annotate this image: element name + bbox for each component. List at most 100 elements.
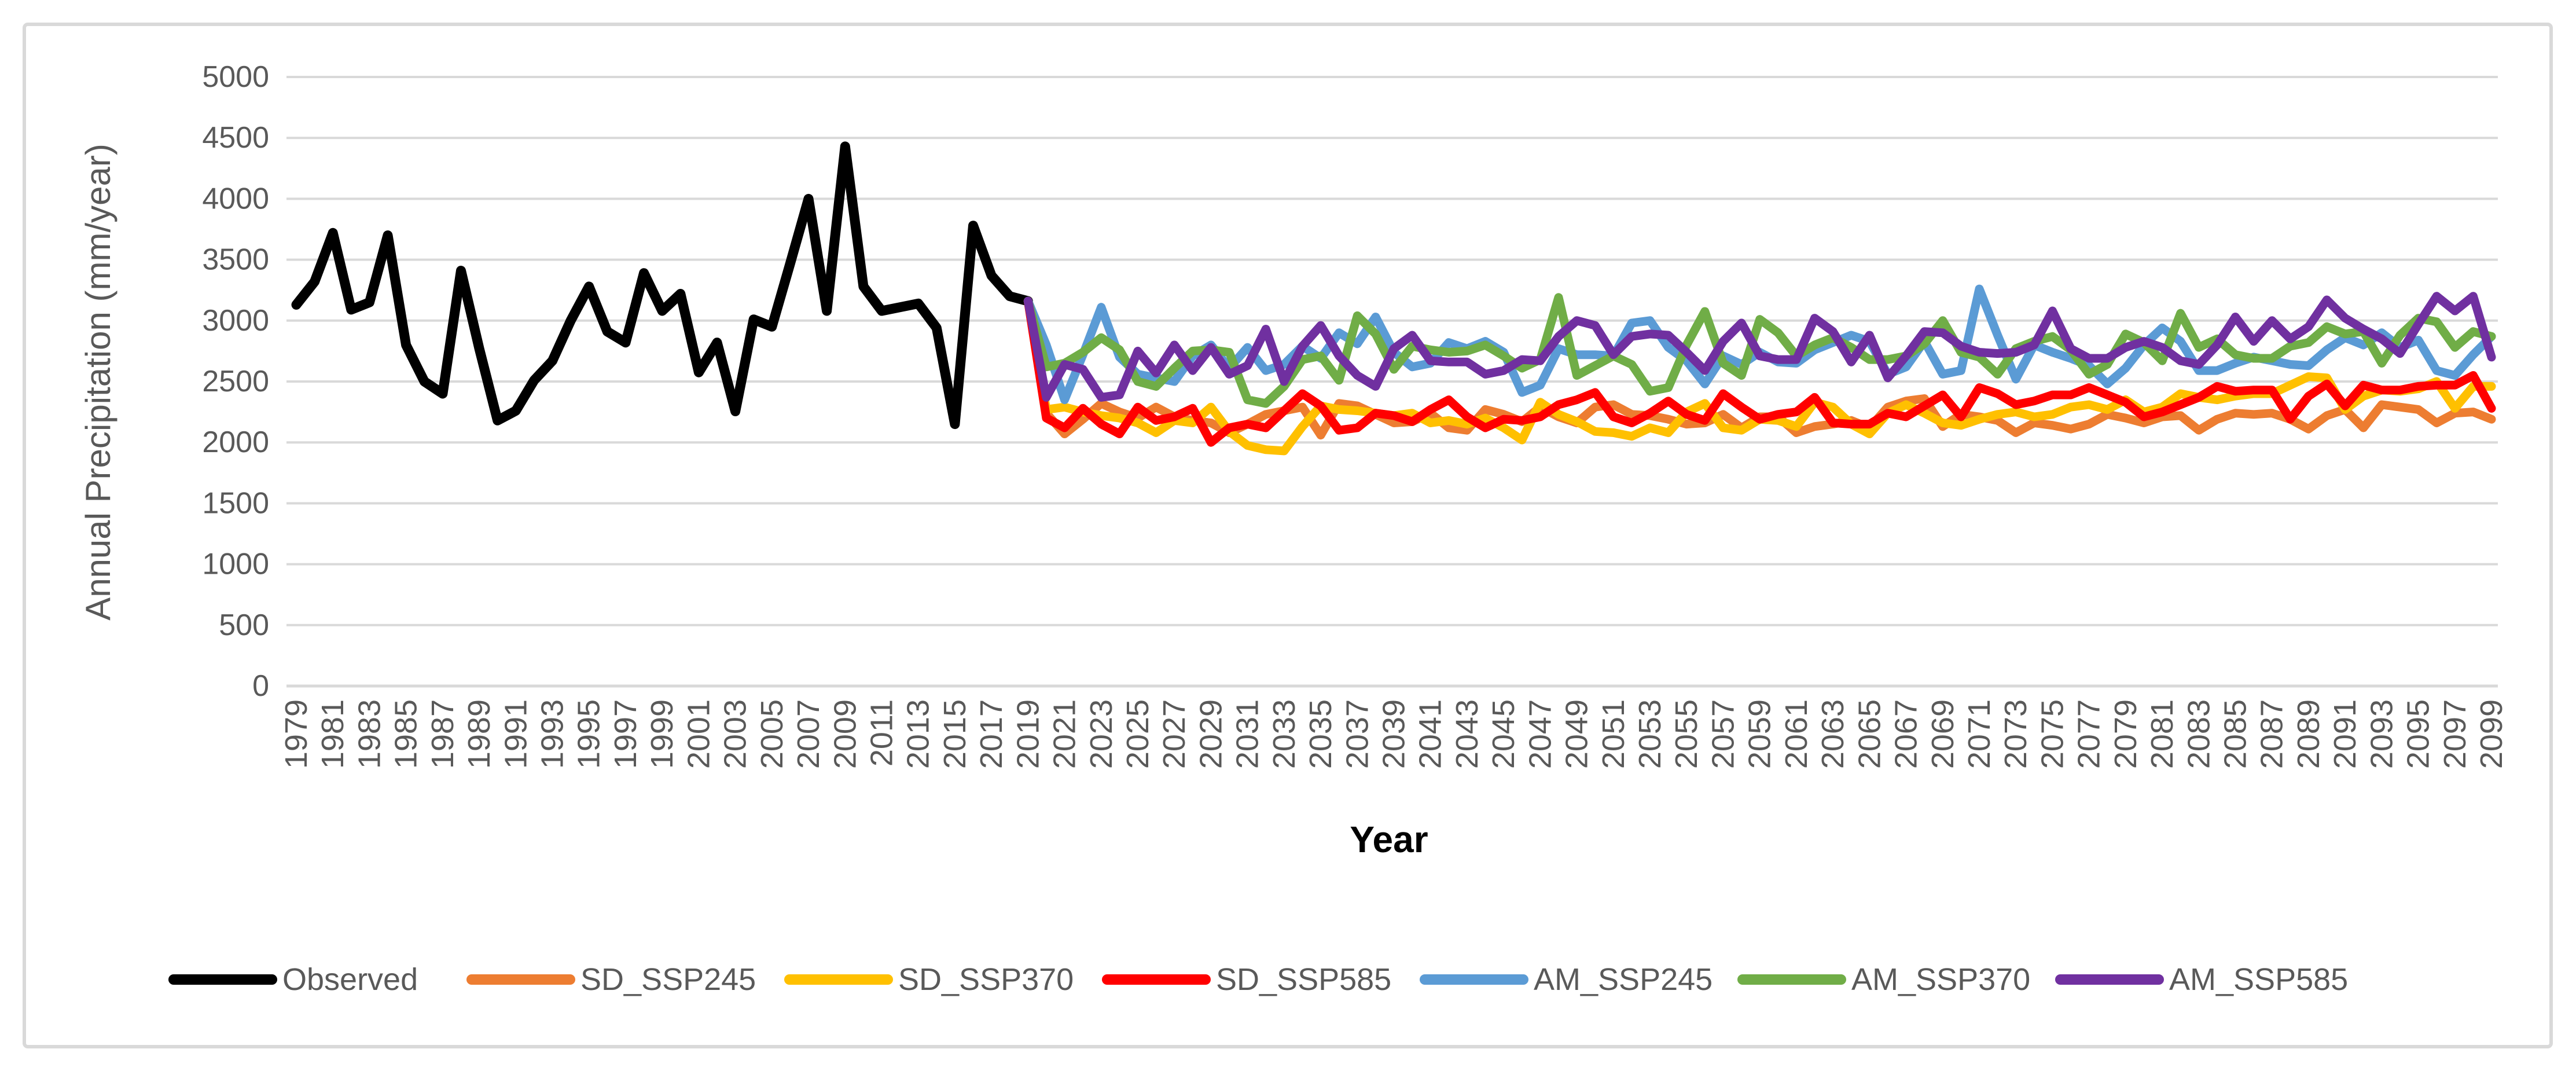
x-tick-label: 1997 (608, 699, 643, 769)
x-tick-label: 1983 (352, 699, 387, 769)
y-tick-label: 3500 (202, 243, 269, 277)
legend: Observed SD_SSP245 SD_SSP370 SD_SSP585 AM_SS… (168, 962, 2348, 997)
legend-item-observed: Observed (168, 962, 418, 997)
x-tick-label: 2099 (2474, 699, 2509, 769)
legend-item-sd_ssp245: SD_SSP245 (466, 962, 756, 997)
x-tick-label: 1989 (462, 699, 497, 769)
x-tick-label: 2057 (1706, 699, 1740, 769)
x-tick-label: 2017 (974, 699, 1009, 769)
x-tick-label: 2083 (2181, 699, 2216, 769)
x-tick-label: 2031 (1230, 699, 1265, 769)
x-tick-label: 2067 (1889, 699, 1924, 769)
legend-label: SD_SSP245 (580, 962, 756, 997)
x-tick-label: 2029 (1193, 699, 1228, 769)
chart-border (23, 23, 2553, 1048)
x-tick-label: 2039 (1377, 699, 1412, 769)
legend-label: AM_SSP585 (2169, 962, 2348, 997)
series-line-am_ssp585 (1023, 292, 2496, 402)
x-tick-label: 2025 (1120, 699, 1155, 769)
legend-item-sd_ssp585: SD_SSP585 (1102, 962, 1391, 997)
x-tick-label: 2011 (864, 699, 899, 766)
y-tick-label: 5000 (202, 60, 269, 94)
x-tick-label: 2051 (1596, 699, 1631, 769)
x-tick-label: 2077 (2072, 699, 2107, 769)
y-tick-label: 0 (252, 669, 269, 703)
y-tick-label: 2000 (202, 426, 269, 459)
x-tick-label: 1991 (498, 699, 533, 769)
x-tick-label: 1995 (572, 699, 607, 769)
y-tick-label: 4000 (202, 182, 269, 215)
x-tick-label: 2035 (1303, 699, 1338, 769)
y-tick-label: 4500 (202, 121, 269, 155)
x-tick-label: 2063 (1816, 699, 1850, 769)
x-tick-label: 2089 (2291, 699, 2326, 769)
legend-label: SD_SSP585 (1216, 962, 1391, 997)
y-tick-label-group: 0 500 1000 1500 2000 2500 3000 3500 4000 4500 5000 (202, 60, 269, 703)
x-tick-label: 2045 (1486, 699, 1521, 769)
x-tick-label: 2023 (1084, 699, 1119, 769)
x-tick-label: 2033 (1267, 699, 1302, 769)
x-tick-label: 2065 (1852, 699, 1887, 769)
x-tick-label: 2009 (828, 699, 862, 769)
series-line-observed (291, 141, 1033, 430)
series-line-sd_ssp585 (1023, 296, 2496, 447)
x-tick-label: 2013 (901, 699, 936, 769)
legend-item-sd_ssp370: SD_SSP370 (784, 962, 1074, 997)
x-tick-label: 2095 (2401, 699, 2436, 769)
x-tick-label: 2055 (1669, 699, 1704, 769)
x-tick-label: 2079 (2108, 699, 2143, 769)
x-tick-label: 2093 (2364, 699, 2399, 769)
legend-label: SD_SSP370 (898, 962, 1074, 997)
x-tick-label: 1979 (279, 699, 314, 769)
y-tick-label: 500 (219, 608, 269, 642)
x-tick-label: 1993 (535, 699, 570, 769)
series-line-am_ssp370 (1023, 293, 2496, 408)
x-tick-label: 2091 (2328, 699, 2362, 769)
x-tick-label: 2041 (1413, 699, 1448, 769)
x-tick-label: 2085 (2218, 699, 2252, 769)
x-tick-label: 2003 (718, 699, 753, 769)
x-tick-label: 2059 (1743, 699, 1777, 769)
legend-label: AM_SSP370 (1851, 962, 2030, 997)
x-tick-label: 1987 (425, 699, 460, 769)
series-group (291, 141, 2496, 456)
x-tick-label: 2001 (681, 699, 716, 769)
y-axis-title: Annual Precipitation (mm/year) (79, 144, 117, 621)
x-tick-label: 2081 (2145, 699, 2180, 769)
x-tick-label: 2027 (1157, 699, 1192, 769)
x-tick-label-group: 1979 1981 1983 1985 1987 1989 1991 1993 1995 1997… (279, 699, 2509, 769)
x-tick-label: 2043 (1450, 699, 1484, 769)
legend-label: AM_SSP245 (1534, 962, 1713, 997)
y-tick-label: 3000 (202, 304, 269, 338)
x-tick-label: 2021 (1048, 699, 1082, 769)
y-tick-label: 2500 (202, 365, 269, 398)
x-tick-label: 2061 (1779, 699, 1814, 769)
x-tick-label: 2071 (1962, 699, 1997, 769)
legend-item-am_ssp370: AM_SSP370 (1737, 962, 2030, 997)
x-tick-label: 1981 (315, 699, 350, 769)
x-tick-label: 2087 (2255, 699, 2290, 769)
x-tick-label: 2015 (938, 699, 972, 769)
legend-label: Observed (282, 962, 418, 997)
x-tick-label: 1985 (389, 699, 424, 769)
x-tick-label: 2007 (791, 699, 826, 769)
x-tick-label: 2037 (1340, 699, 1375, 769)
x-axis-title: Year (1350, 819, 1428, 860)
x-tick-label: 2053 (1633, 699, 1667, 769)
x-tick-label: 2047 (1523, 699, 1557, 769)
y-tick-label: 1000 (202, 548, 269, 581)
x-tick-label: 1999 (645, 699, 679, 769)
legend-item-am_ssp585: AM_SSP585 (2055, 962, 2348, 997)
y-tick-label: 1500 (202, 486, 269, 520)
x-tick-label: 2069 (1925, 699, 1960, 769)
x-tick-label: 2019 (1010, 699, 1045, 769)
x-tick-label: 2073 (1998, 699, 2033, 769)
legend-item-am_ssp245: AM_SSP245 (1420, 962, 1713, 997)
x-tick-label: 2097 (2438, 699, 2472, 769)
x-tick-label: 2049 (1560, 699, 1594, 769)
x-tick-label: 2005 (755, 699, 789, 769)
gridline-group (286, 76, 2498, 688)
x-tick-label: 2075 (2035, 699, 2070, 769)
